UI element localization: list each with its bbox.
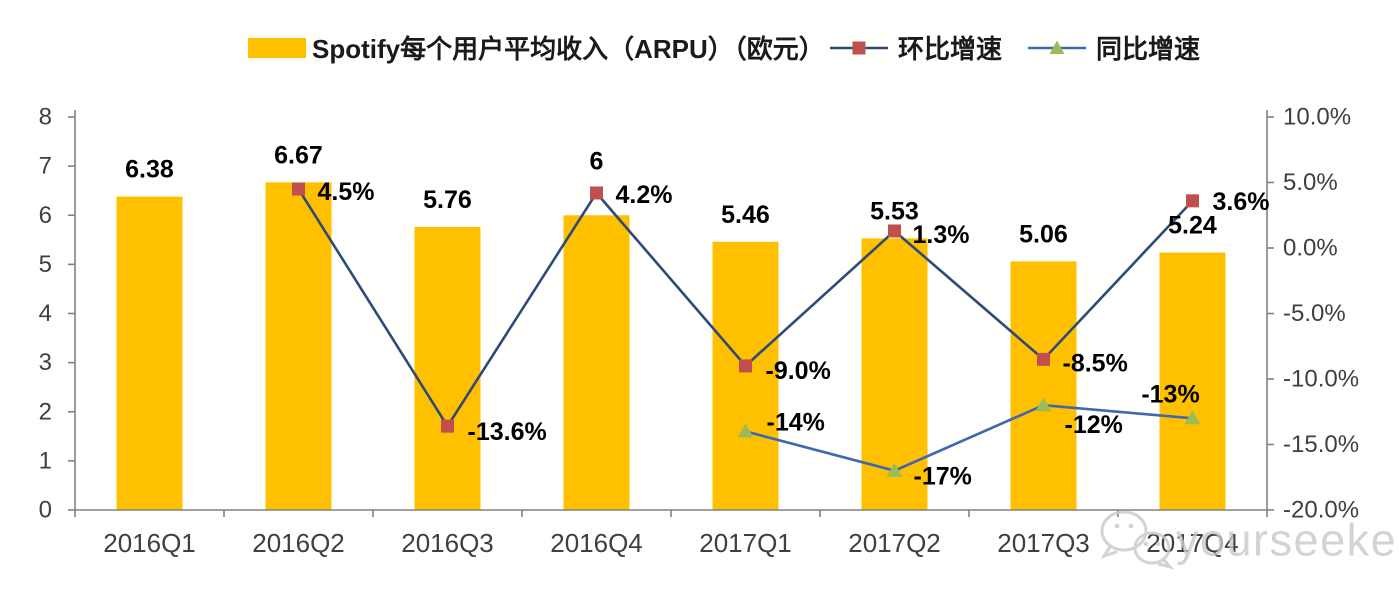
left-axis-tick-label: 5 <box>39 251 52 278</box>
arpu-bar <box>1010 261 1077 510</box>
qoq-marker-square <box>292 182 305 196</box>
left-axis-tick-label: 1 <box>39 447 52 474</box>
legend-label-arpu: Spotify每个用户平均收入（ARPU）（欧元） <box>312 34 825 64</box>
qoq-data-label: 4.5% <box>318 178 375 206</box>
yoy-marker-triangle <box>886 462 903 477</box>
yoy-data-label: -12% <box>1065 411 1123 439</box>
left-axis-tick-label: 8 <box>39 104 52 131</box>
legend-yoy-marker <box>1049 40 1065 54</box>
qoq-marker-square <box>1037 352 1050 366</box>
left-axis-tick-label: 3 <box>39 349 52 376</box>
bar-data-label: 6.38 <box>125 156 174 184</box>
wechat-icon <box>1100 510 1175 570</box>
wechat-bubble-small-tail <box>1157 558 1175 570</box>
right-axis-tick-label: -10.0% <box>1283 366 1359 393</box>
yoy-data-label: -17% <box>914 463 972 491</box>
right-axis-tick-label: -20.0% <box>1283 497 1359 524</box>
left-axis-tick-label: 0 <box>39 497 52 524</box>
legend-bar-swatch <box>248 38 306 58</box>
bar-data-label: 5.06 <box>1019 220 1068 248</box>
left-axis-tick-label: 6 <box>39 202 52 229</box>
qoq-data-label: -13.6% <box>468 418 547 446</box>
yoy-data-label: -13% <box>1141 380 1199 408</box>
left-axis-tick-label: 2 <box>39 398 52 425</box>
qoq-marker-square <box>590 186 603 200</box>
right-axis-tick-label: 5.0% <box>1283 169 1338 196</box>
wechat-bubble-small <box>1133 531 1171 565</box>
right-axis-tick-label: -5.0% <box>1283 300 1346 327</box>
right-axis-tick-label: 10.0% <box>1283 104 1351 131</box>
x-axis-label: 2017Q4 <box>1146 528 1239 558</box>
yoy-line <box>745 403 1193 473</box>
x-axis-label: 2017Q3 <box>997 528 1090 558</box>
legend-label-qoq: 环比增速 <box>898 34 1002 64</box>
bar-data-label: 5.53 <box>870 197 919 225</box>
x-axis-label: 2016Q2 <box>252 528 345 558</box>
qoq-data-label: 3.6% <box>1213 188 1270 216</box>
arpu-bar <box>1159 252 1226 510</box>
qoq-data-label: 1.3% <box>913 221 970 249</box>
wechat-bubble-large <box>1100 510 1148 552</box>
arpu-bar <box>414 227 481 511</box>
yoy-marker-triangle <box>737 423 754 438</box>
wechat-eye <box>1114 523 1120 529</box>
x-axis-label: 2016Q4 <box>550 528 643 558</box>
arpu-bar <box>116 196 183 510</box>
arpu-bar <box>563 215 630 510</box>
left-axis-tick-label: 7 <box>39 153 52 180</box>
right-axis-tick-label: -15.0% <box>1283 431 1359 458</box>
wechat-eye <box>1155 541 1161 547</box>
qoq-marker-square <box>441 419 454 433</box>
qoq-marker-square <box>739 359 752 373</box>
chart-legend: Spotify每个用户平均收入（ARPU）（欧元） 环比增速 同比增速 <box>248 34 1200 64</box>
arpu-bar <box>712 241 779 510</box>
bar-data-label: 5.76 <box>423 186 472 214</box>
watermark-text: yourseeker <box>1176 515 1399 566</box>
x-axis-label: 2017Q2 <box>848 528 941 558</box>
yoy-marker-triangle <box>1184 410 1201 425</box>
yoy-data-label: -14% <box>767 408 825 436</box>
left-axis-tick-label: 4 <box>39 300 52 327</box>
x-axis-label: 2016Q1 <box>103 528 196 558</box>
legend-qoq-marker <box>852 41 866 55</box>
bar-data-label: 6.67 <box>274 141 323 169</box>
wechat-eye <box>1128 523 1134 529</box>
arpu-bar <box>265 182 332 510</box>
qoq-marker-square <box>888 224 901 238</box>
bar-data-label: 5.46 <box>721 201 770 229</box>
watermark: yourseeker <box>1100 510 1399 570</box>
wechat-eye <box>1143 541 1149 547</box>
qoq-data-label: -8.5% <box>1063 349 1128 377</box>
yoy-marker-triangle <box>1035 397 1052 412</box>
bar-data-label: 6 <box>590 147 604 175</box>
x-axis-label: 2017Q1 <box>699 528 792 558</box>
qoq-marker-square <box>1186 194 1199 208</box>
qoq-data-label: -9.0% <box>766 357 831 385</box>
x-axis-label: 2016Q3 <box>401 528 494 558</box>
legend-label-yoy: 同比增速 <box>1096 34 1200 64</box>
right-axis-tick-label: 0.0% <box>1283 235 1338 262</box>
qoq-data-label: 4.2% <box>616 181 673 209</box>
bar-data-label: 5.24 <box>1168 212 1217 240</box>
wechat-bubble-large-tail <box>1100 545 1118 559</box>
